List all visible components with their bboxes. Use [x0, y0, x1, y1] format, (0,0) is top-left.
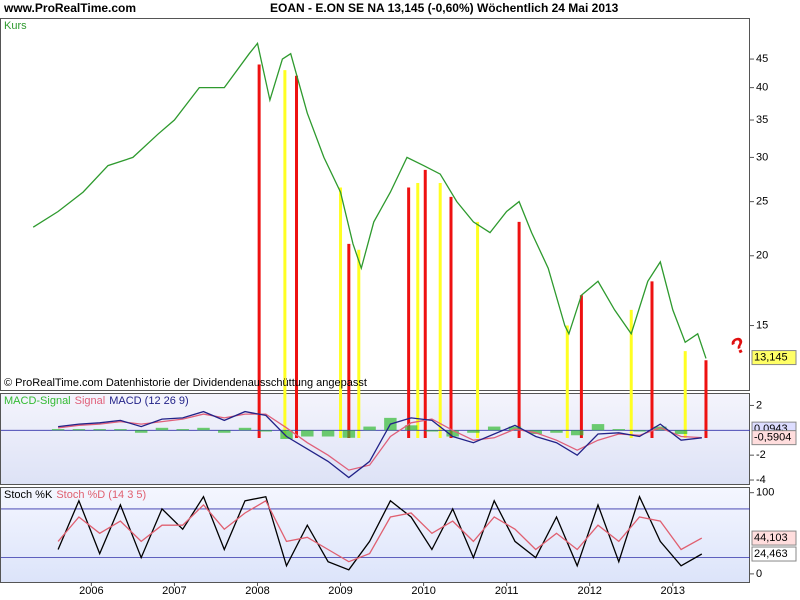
y-tick-label: 40	[756, 82, 768, 94]
last-value-label: 13,145	[754, 351, 788, 363]
y-tick-label: 0	[756, 568, 762, 580]
histogram-bar	[633, 430, 646, 432]
histogram-bar	[197, 427, 210, 431]
histogram-bar	[591, 424, 605, 431]
last-value-box	[751, 530, 797, 546]
last-value-box	[751, 430, 797, 446]
legend-entry: Kurs	[4, 20, 27, 32]
legend-entry: MACD (12 26 9)	[109, 395, 188, 407]
x-tick-label: 2012	[577, 585, 601, 597]
x-tick-label: 2008	[245, 585, 269, 597]
x-tick-label: 2006	[79, 585, 103, 597]
x-tick-label: 2007	[162, 585, 186, 597]
legend-entry: Stoch %D (14 3 5)	[56, 489, 146, 501]
histogram-bar	[259, 430, 273, 432]
series-line	[58, 410, 702, 479]
legend-entry: Stoch %K	[4, 489, 53, 501]
histogram-bar	[363, 426, 376, 431]
stoch-panel	[0, 487, 750, 583]
series-line	[32, 41, 707, 359]
series-line	[57, 494, 703, 571]
histogram-bar	[612, 429, 625, 431]
header-title: EOAN - E.ON SE NA 13,145 (-0,60%) Wöchen…	[270, 1, 619, 15]
histogram-bar	[114, 429, 127, 431]
histogram-bar	[321, 430, 335, 437]
price-panel	[0, 18, 750, 391]
last-value-label: 44,103	[754, 532, 788, 544]
last-value-box	[751, 546, 797, 562]
histogram-bar	[238, 427, 252, 431]
x-tick-label: 2011	[495, 585, 519, 597]
y-tick-label: 35	[756, 114, 768, 126]
histogram-bar	[550, 430, 563, 433]
histogram-bar	[404, 425, 418, 431]
last-value-label: 24,463	[754, 548, 788, 560]
copyright-note: © ProRealTime.com Datenhistorie der Divi…	[4, 377, 367, 389]
histogram-bar	[280, 430, 293, 439]
histogram-bar	[467, 430, 480, 433]
histogram-bar	[571, 430, 584, 436]
histogram-bar	[176, 429, 189, 431]
y-tick-label: 20	[756, 250, 768, 262]
site: www.ProRealTime.com	[3, 1, 136, 15]
y-tick-label: 25	[756, 196, 768, 208]
y-tick-label: -2	[756, 449, 766, 461]
histogram-bar	[301, 430, 314, 437]
histogram-bar	[155, 427, 169, 431]
histogram-bar	[425, 430, 439, 432]
macd-panel	[0, 393, 750, 485]
series-line	[57, 499, 703, 563]
series-line	[58, 413, 702, 471]
x-tick-label: 2010	[411, 585, 435, 597]
legend-entry: Signal	[75, 395, 106, 407]
histogram-bar	[51, 429, 65, 431]
y-tick-label: 45	[756, 53, 768, 65]
histogram-bar	[342, 430, 356, 438]
histogram-bar	[487, 426, 501, 431]
histogram-bar	[674, 430, 688, 435]
x-tick-label: 2009	[328, 585, 352, 597]
last-value-box	[751, 350, 797, 366]
last-value-label: -0,5904	[754, 432, 791, 444]
histogram-bar	[72, 429, 86, 431]
legend-entry: MACD-Signal	[4, 395, 71, 407]
y-tick-label: 30	[756, 151, 768, 163]
y-tick-label: -4	[756, 474, 766, 486]
histogram-bar	[134, 430, 148, 433]
y-tick-label: 2	[756, 399, 762, 411]
x-tick-label: 2013	[661, 585, 685, 597]
histogram-bar	[218, 430, 231, 433]
y-tick-label: 100	[756, 487, 774, 499]
histogram-bar	[446, 430, 459, 437]
histogram-bar	[93, 429, 106, 431]
y-tick-label: 15	[756, 319, 768, 331]
